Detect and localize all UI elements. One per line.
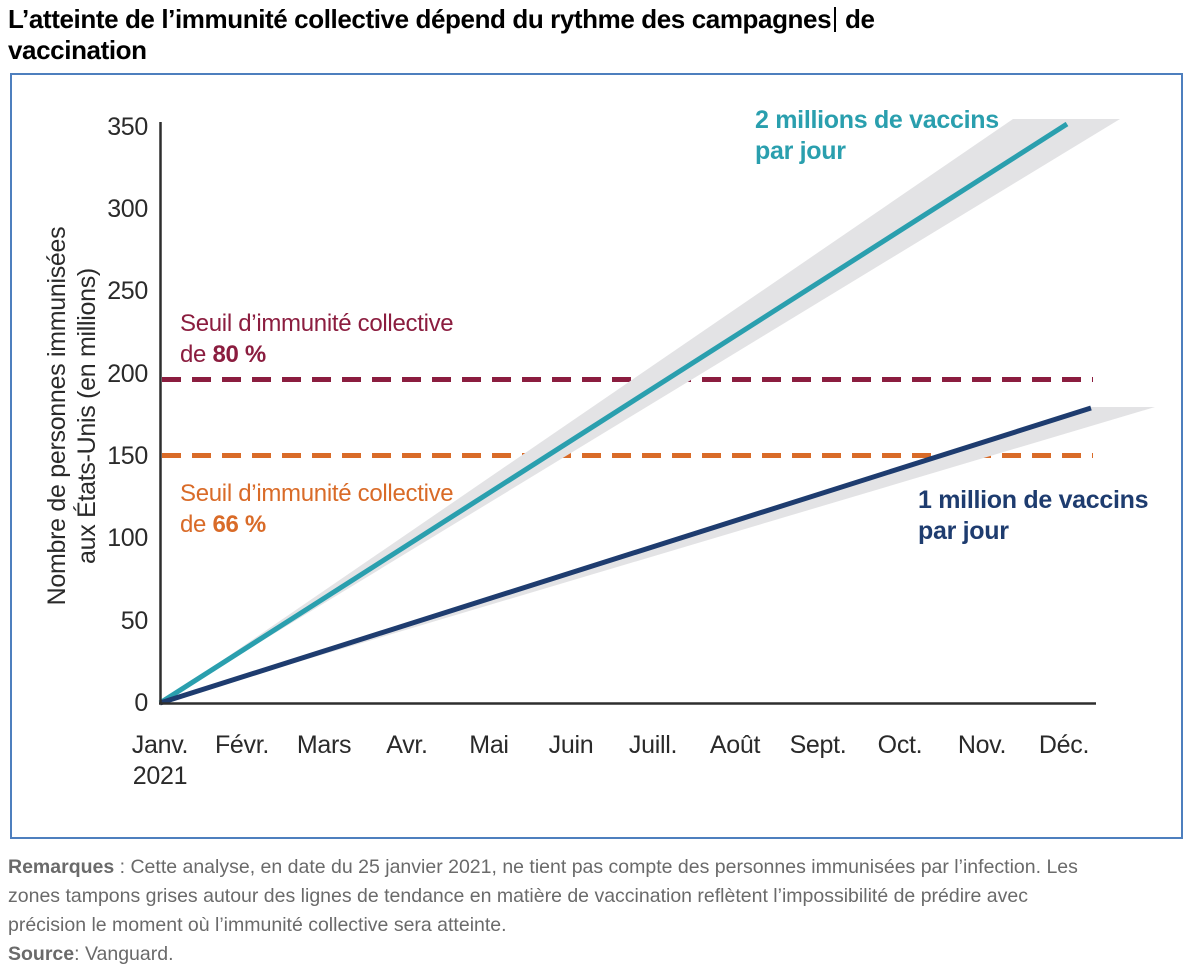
x-tick-oct: Oct. [877, 731, 923, 759]
series-label-1m-per-day: 1 million de vaccins par jour [918, 485, 1149, 547]
source-label: Source [8, 943, 75, 965]
y-axis-title-line2: aux États-Unis (en millions) [73, 268, 101, 564]
threshold-80-value: 80 % [212, 341, 266, 368]
threshold-66-prefix: de [180, 511, 213, 538]
x-tick-dec: Déc. [1038, 731, 1090, 759]
threshold-66-value: 66 % [212, 511, 266, 538]
notes-line3: précision le moment où l’immunité collec… [8, 914, 507, 936]
page-title-line1-after: de [838, 4, 875, 34]
notes-line2: zones tampons grises autour des lignes d… [8, 885, 1028, 907]
y-tick-100: 100 [107, 524, 148, 552]
text-cursor [834, 7, 837, 32]
y-tick-300: 300 [107, 195, 148, 223]
x-tick-mars: Mars [296, 731, 352, 759]
series-1m-line1: 1 million de vaccins [918, 486, 1149, 514]
notes-label: Remarques [8, 856, 115, 878]
x-tick-mai: Mai [469, 731, 509, 759]
x-tick-sept: Sept. [789, 731, 847, 759]
x-tick-janv: Janv. [131, 731, 189, 759]
page-title[interactable]: L’atteinte de l’immunité collective dépe… [8, 4, 1148, 66]
y-tick-250: 250 [107, 277, 148, 305]
page-title-line2: vaccination [8, 35, 147, 65]
x-tick-juin: Juin [548, 731, 594, 759]
y-axis-title: Nombre de personnes immunisées aux États… [42, 166, 102, 666]
threshold-label-66pct: Seuil d’immunité collective de 66 % [180, 478, 454, 540]
threshold-label-80pct: Seuil d’immunité collective de 80 % [180, 308, 454, 370]
series-label-2m-per-day: 2 millions de vaccins par jour [755, 105, 999, 167]
threshold-80-line1: Seuil d’immunité collective [180, 310, 454, 337]
footnotes: Remarques : Cette analyse, en date du 25… [8, 853, 1193, 969]
x-tick-aout: Août [709, 731, 761, 759]
series-1m-line2: par jour [918, 517, 1009, 545]
y-tick-150: 150 [107, 442, 148, 470]
y-tick-50: 50 [120, 607, 149, 635]
y-tick-200: 200 [107, 360, 148, 388]
source-text: : Vanguard. [74, 943, 174, 965]
y-tick-350: 350 [107, 113, 148, 141]
chart-frame [10, 73, 1183, 839]
y-tick-0: 0 [134, 689, 148, 717]
x-tick-avr: Avr. [386, 731, 428, 759]
series-2m-line1: 2 millions de vaccins [755, 106, 999, 134]
threshold-66-line1: Seuil d’immunité collective [180, 480, 454, 507]
x-tick-juill: Juill. [628, 731, 678, 759]
page-title-line1-before: L’atteinte de l’immunité collective dépe… [8, 4, 832, 34]
series-2m-line2: par jour [755, 137, 846, 165]
threshold-80-prefix: de [180, 341, 213, 368]
x-tick-nov: Nov. [957, 731, 1007, 759]
x-tick-fevr: Févr. [214, 731, 270, 759]
notes-line1: : Cette analyse, en date du 25 janvier 2… [114, 856, 1078, 878]
x-tick-year-2021: 2021 [132, 762, 188, 790]
